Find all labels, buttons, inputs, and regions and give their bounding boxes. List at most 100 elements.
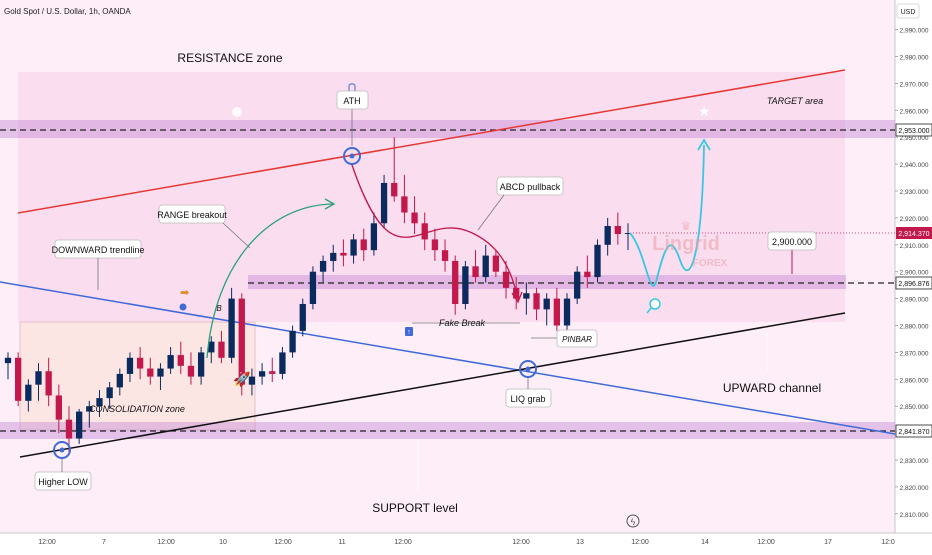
candle-body [248,376,256,385]
range-breakout-label-tail [222,222,251,249]
downward-trendline-label-box: DOWNWARD trendline [52,239,145,259]
svg-text:ϟ: ϟ [631,517,636,527]
pivot-price-tag: 2,896.876 [895,276,932,290]
price-tick-label: 2,900.000 [900,270,929,277]
candle-body [65,419,73,439]
price-tick-label: 2,830.000 [900,458,929,465]
candle-body [167,355,174,369]
candle-body [25,384,32,401]
time-axis[interactable]: 12:00 7 12:00 10 12:00 11 12:00 12:00 13 12:00 14 1… [0,532,932,550]
abcd-pullback-arrow [351,164,519,301]
support-level-label: SUPPORT level [372,501,458,515]
candle-body [370,223,378,251]
abcd-pullback-arrowhead [511,291,523,304]
candle-body [380,182,388,224]
price-tick-label: 2,880.000 [900,324,929,331]
abcd-pullback-label-box: ABCD pullback [496,176,564,196]
candle-body [4,357,12,364]
range-breakout-label-box: RANGE breakout [157,204,227,224]
candlestick-series [4,137,632,452]
target-price-label: 2,900.000 [772,237,812,247]
candle-body [126,357,134,374]
up-arrow-box-icon: ↑ [405,327,413,336]
time-tick-label: 13 [576,539,584,546]
ath-marker[interactable] [343,147,361,165]
liq-grab-label: LIQ grab [510,394,545,404]
upward-channel-line[interactable] [19,312,846,458]
candle-body [228,298,235,358]
currency-badge[interactable]: USD [896,3,920,19]
candle-body [533,293,540,310]
candle-body [208,341,215,353]
watermark-logo: ♛ Lingrid FOREX [652,219,727,269]
candle-body [177,355,184,366]
higher-low-label: Higher LOW [38,477,88,487]
time-tick-label: 12:00 [757,539,775,546]
price-axis[interactable]: 2,990.000 2,980.000 2,970.000 2,960.000 2,95… [895,28,929,519]
candle-body [96,398,103,407]
price-tick-label: 2,930.000 [900,189,929,196]
higher-low-label-box: Higher LOW [34,471,92,491]
consolidation-zone-label: CONSOLIDATION zone [89,404,185,414]
svg-text:↑: ↑ [407,329,411,336]
currency-label: USD [901,9,916,16]
time-tick-label: 10 [219,539,227,546]
downward-trendline[interactable] [0,281,896,435]
range-breakout-arrowhead [324,198,336,210]
resistance-zone-band [0,120,895,138]
time-tick-label: 12:00 [631,539,649,546]
price-tick-label: 2,860.000 [900,377,929,384]
liq-grab-label-box: LIQ grab [505,388,552,408]
pinbar-label-box: PINBAR [556,329,598,348]
price-tick-label: 2,850.000 [900,404,929,411]
time-tick-label: 12:00 [38,539,56,546]
magnifier-icon [646,298,661,314]
axis-background [895,0,932,550]
candle-body [289,330,296,353]
support-price-tag-text: 2,841.870 [898,429,929,436]
candle-body [340,252,347,256]
time-tick-label: 12:00 [394,539,412,546]
support-zone-band [0,422,895,439]
candle-body [330,252,337,261]
price-tick-label: 2,990.000 [900,28,929,35]
current-price-tag-text: 2,914.370 [898,231,929,238]
price-tick-label: 2,890.000 [900,297,929,304]
candle-body [279,352,286,374]
watermark-line2: FOREX [693,258,728,269]
pinbar-label: PINBAR [562,335,592,344]
candle-body [75,411,83,439]
candle-body [584,271,591,278]
candle-body [45,371,52,396]
rocket-icon: 🚀 [233,371,251,388]
resistance-trendline[interactable] [17,69,846,214]
price-tick-label: 2,970.000 [900,81,929,88]
time-tick-label: 11 [338,539,345,546]
candle-body [309,271,317,304]
downward-trendline-label: DOWNWARD trendline [52,245,145,255]
price-tick-label: 2,940.000 [900,162,929,169]
candle-body [391,182,398,197]
candle-body [492,255,500,272]
resistance-zone-label: RESISTANCE zone [177,51,282,65]
candle-body [553,298,561,326]
resistance-price-tag: 2,953.000 [895,123,932,137]
time-axis-background [0,533,932,550]
watermark-line1: Lingrid [652,233,720,255]
candle-body [482,255,489,278]
abcd-pullback-label: ABCD pullback [500,182,561,192]
abcd-pullback-label-tail [477,194,505,231]
range-breakout-label: RANGE breakout [157,210,227,220]
time-tick-label: 12:00 [274,539,292,546]
candle-body [106,387,113,399]
pivot-price-tag-text: 2,896.876 [898,281,929,288]
candle-body [238,298,245,385]
upward-channel-label: UPWARD channel [723,381,821,395]
support-price-tag: 2,841.870 [895,424,932,438]
breakout-point-marker[interactable] [179,303,187,311]
candle-body [350,239,357,256]
candle-body [15,357,22,401]
ath-label: ATH [343,96,360,106]
candle-body [136,357,144,369]
